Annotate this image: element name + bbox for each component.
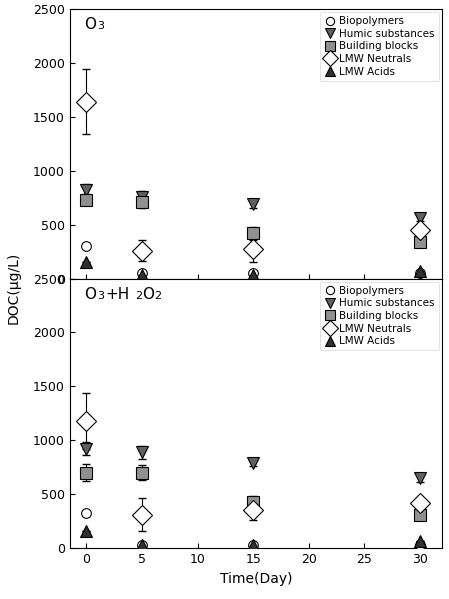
Text: +H: +H <box>105 287 129 302</box>
Legend: Biopolymers, Humic substances, Building blocks, LMW Neutrals, LMW Acids: Biopolymers, Humic substances, Building … <box>320 12 439 81</box>
Text: O: O <box>84 17 97 32</box>
Text: 3: 3 <box>97 291 105 301</box>
Text: 2: 2 <box>135 291 142 301</box>
Text: DOC(μg/L): DOC(μg/L) <box>7 252 21 323</box>
Text: 3: 3 <box>97 21 105 31</box>
Text: O: O <box>142 287 154 302</box>
Text: O: O <box>84 287 97 302</box>
Legend: Biopolymers, Humic substances, Building blocks, LMW Neutrals, LMW Acids: Biopolymers, Humic substances, Building … <box>320 282 439 350</box>
X-axis label: Time(Day): Time(Day) <box>220 571 292 585</box>
Text: 2: 2 <box>154 291 162 301</box>
